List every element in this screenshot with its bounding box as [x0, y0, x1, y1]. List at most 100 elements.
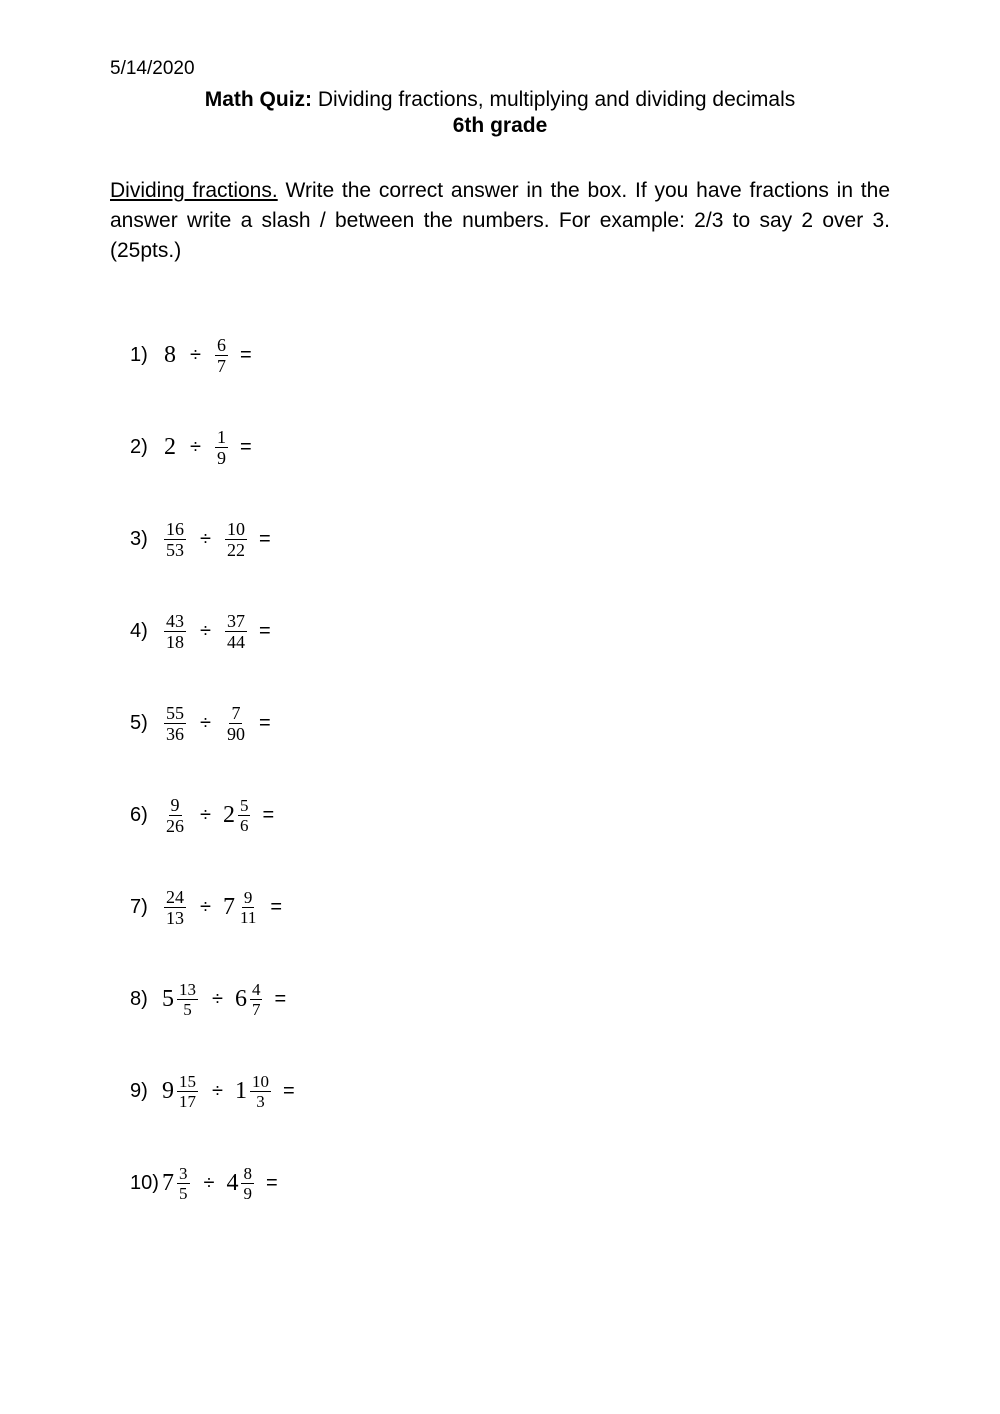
problem-row: 3)1653 ÷ 1022 =: [130, 493, 890, 585]
section-label: Dividing fractions.: [110, 179, 278, 202]
equals-sign: =: [255, 712, 271, 735]
mixed-fraction: 35: [175, 1165, 192, 1202]
equals-sign: =: [262, 1172, 278, 1195]
fraction-numerator: 37: [225, 612, 247, 632]
fraction-numerator: 55: [164, 704, 186, 724]
problem-number: 2): [130, 436, 162, 459]
problem-number: 3): [130, 528, 162, 551]
mixed-number-term: 91517: [162, 1073, 200, 1110]
expression: 735 ÷489 =: [162, 1165, 278, 1202]
mixed-fraction: 103: [248, 1073, 273, 1110]
expression: 4318÷3744=: [162, 612, 271, 651]
mixed-number-term: 5135: [162, 981, 200, 1018]
mixed-whole: 7: [162, 1170, 174, 1197]
fraction-numerator: 4: [250, 981, 263, 1000]
fraction-term: 790: [223, 704, 249, 743]
problem-row: 1)8 ÷ 67 =: [130, 309, 890, 401]
fraction-term: 3744: [223, 612, 249, 651]
fraction-numerator: 9: [169, 796, 182, 816]
fraction-term: 19: [213, 428, 230, 467]
integer-term: 8: [162, 342, 178, 369]
equals-sign: =: [236, 344, 252, 367]
divide-operator: ÷: [198, 1172, 221, 1195]
mixed-number-term: 7911: [223, 889, 260, 926]
fraction-denominator: 22: [225, 540, 247, 559]
problem-number: 9): [130, 1080, 162, 1103]
fraction-term: 926: [162, 796, 188, 835]
divide-operator: ÷: [194, 712, 217, 735]
expression: 5135÷647=: [162, 981, 286, 1018]
problem-row: 10)735 ÷489 =: [130, 1137, 890, 1229]
fraction-denominator: 90: [225, 724, 247, 743]
fraction-numerator: 5: [238, 797, 251, 816]
fraction-denominator: 18: [164, 632, 186, 651]
fraction-denominator: 11: [238, 908, 258, 926]
divide-operator: ÷: [194, 804, 217, 827]
mixed-fraction: 911: [236, 889, 260, 926]
problem-row: 4)4318÷3744=: [130, 585, 890, 677]
mixed-number-term: 489: [226, 1165, 256, 1202]
divide-operator: ÷: [194, 528, 217, 551]
problem-number: 10): [130, 1172, 162, 1195]
fraction-numerator: 10: [225, 520, 247, 540]
grade-text: 6th grade: [110, 114, 890, 138]
expression: 5536 ÷ 790 =: [162, 704, 271, 743]
mixed-fraction: 89: [239, 1165, 256, 1202]
divide-operator: ÷: [194, 620, 217, 643]
title-bold: Math Quiz:: [205, 88, 312, 111]
date-text: 5/14/2020: [110, 58, 890, 80]
quiz-title: Math Quiz: Dividing fractions, multiplyi…: [110, 88, 890, 112]
fraction-numerator: 3: [177, 1165, 190, 1184]
fraction-denominator: 26: [164, 816, 186, 835]
fraction-denominator: 7: [215, 356, 228, 375]
problem-row: 5)5536 ÷ 790 =: [130, 677, 890, 769]
fraction-numerator: 8: [241, 1165, 254, 1184]
mixed-number-term: 735: [162, 1165, 192, 1202]
problem-number: 4): [130, 620, 162, 643]
problem-number: 5): [130, 712, 162, 735]
mixed-fraction: 1517: [175, 1073, 200, 1110]
expression: 91517÷1103=: [162, 1073, 295, 1110]
problem-row: 8)5135÷647=: [130, 953, 890, 1045]
divide-operator: ÷: [184, 344, 207, 367]
fraction-numerator: 9: [242, 889, 255, 908]
fraction-numerator: 10: [250, 1073, 271, 1092]
fraction-denominator: 7: [250, 1000, 263, 1018]
mixed-number-term: 647: [235, 981, 265, 1018]
fraction-denominator: 13: [164, 908, 186, 927]
fraction-numerator: 24: [164, 888, 186, 908]
instructions: Dividing fractions. Write the correct an…: [110, 176, 890, 265]
fraction-term: 1653: [162, 520, 188, 559]
fraction-denominator: 5: [177, 1184, 190, 1202]
divide-operator: ÷: [206, 988, 229, 1011]
problem-row: 2)2 ÷ 19 =: [130, 401, 890, 493]
mixed-fraction: 47: [248, 981, 265, 1018]
divide-operator: ÷: [184, 436, 207, 459]
fraction-term: 5536: [162, 704, 188, 743]
integer-term: 2: [162, 434, 178, 461]
mixed-fraction: 56: [236, 797, 253, 834]
mixed-whole: 2: [223, 802, 235, 829]
divide-operator: ÷: [206, 1080, 229, 1103]
fraction-denominator: 36: [164, 724, 186, 743]
divide-operator: ÷: [194, 896, 217, 919]
equals-sign: =: [266, 896, 282, 919]
mixed-whole: 6: [235, 986, 247, 1013]
fraction-denominator: 53: [164, 540, 186, 559]
equals-sign: =: [236, 436, 252, 459]
equals-sign: =: [255, 528, 271, 551]
fraction-term: 2413: [162, 888, 188, 927]
mixed-whole: 7: [223, 894, 235, 921]
expression: 926÷256=: [162, 796, 274, 835]
problem-row: 7)2413÷7911=: [130, 861, 890, 953]
problem-number: 1): [130, 344, 162, 367]
expression: 2 ÷ 19 =: [162, 428, 252, 467]
fraction-numerator: 6: [215, 336, 228, 356]
fraction-term: 67: [213, 336, 230, 375]
fraction-numerator: 13: [177, 981, 198, 1000]
title-rest: Dividing fractions, multiplying and divi…: [312, 88, 795, 111]
fraction-numerator: 43: [164, 612, 186, 632]
expression: 8 ÷ 67 =: [162, 336, 252, 375]
fraction-numerator: 7: [229, 704, 242, 724]
expression: 2413 ÷ 7911 =: [162, 888, 282, 927]
